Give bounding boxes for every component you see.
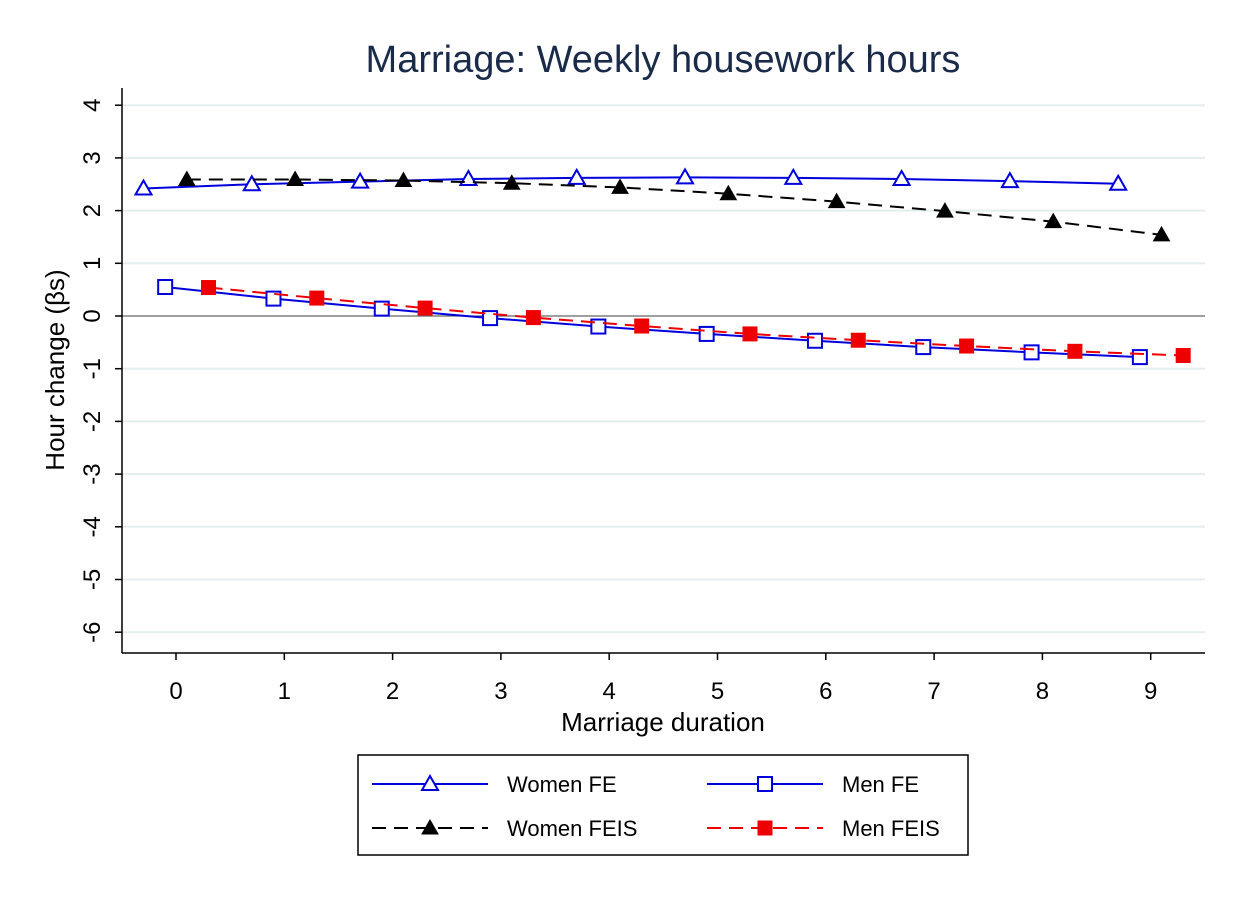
legend-item: Men FEIS <box>707 816 940 841</box>
axes-layer: 4 3 2 1 0 -1 -2 -3 -4 -5 -6 0 1 2 3 4 5 6 7 8 9 <box>79 88 1205 705</box>
legend-label: Men FE <box>842 772 919 797</box>
data-point <box>1108 173 1128 191</box>
series-women-feis <box>177 170 1171 242</box>
data-point <box>525 310 541 326</box>
data-point <box>286 170 304 187</box>
x-tick-label: 3 <box>494 678 507 705</box>
data-point <box>417 300 433 316</box>
legend-label: Women FEIS <box>507 816 637 841</box>
data-point <box>719 184 738 201</box>
series-line <box>208 286 1184 357</box>
data-point <box>1023 344 1040 361</box>
x-tick-label: 2 <box>386 678 399 705</box>
data-point <box>742 326 758 342</box>
legend: Women FE Men FE Women FEIS Men FEIS <box>357 754 969 856</box>
y-tick-label: -6 <box>79 622 106 643</box>
x-tick-label: 4 <box>603 678 616 705</box>
x-tick-label: 9 <box>1144 678 1157 705</box>
data-point <box>566 167 587 185</box>
x-tick-label: 5 <box>711 678 724 705</box>
y-tick-label: -5 <box>79 569 106 590</box>
data-point <box>783 167 804 185</box>
data-point <box>200 280 216 296</box>
legend-item: Women FE <box>372 772 617 797</box>
data-point <box>936 202 954 218</box>
data-point <box>394 171 413 188</box>
y-tick-label: -3 <box>79 463 106 484</box>
data-point <box>959 338 975 354</box>
data-point <box>806 332 823 349</box>
legend-entries: Women FE Men FE Women FEIS Men FEIS <box>372 772 940 841</box>
data-point <box>1152 225 1171 242</box>
data-point <box>157 279 174 296</box>
legend-item: Women FEIS <box>372 816 637 841</box>
x-axis-title: Marriage duration <box>561 707 765 737</box>
y-tick-label: -1 <box>79 358 106 379</box>
series-men-feis <box>200 280 1191 364</box>
data-point <box>891 168 912 186</box>
y-tick-label: 1 <box>79 257 106 270</box>
series-men-fe <box>157 279 1148 366</box>
legend-marker <box>420 773 440 791</box>
y-tick-label: 4 <box>79 99 106 112</box>
data-point <box>1044 212 1063 229</box>
legend-label: Men FEIS <box>842 816 940 841</box>
chart-title: Marriage: Weekly housework hours <box>366 39 961 81</box>
data-point <box>850 332 866 348</box>
x-tick-label: 1 <box>278 678 291 705</box>
data-point <box>634 318 650 334</box>
x-tick-label: 6 <box>819 678 832 705</box>
series-line <box>186 178 1162 236</box>
data-point <box>915 339 932 356</box>
legend-marker <box>757 776 773 792</box>
legend-marker <box>421 818 439 835</box>
legend-box <box>357 754 969 856</box>
data-point <box>698 325 715 342</box>
data-point <box>1131 349 1148 366</box>
data-point <box>827 192 846 209</box>
data-point <box>502 174 521 190</box>
series-women-fe <box>133 167 1128 196</box>
x-tick-label: 7 <box>927 678 940 705</box>
y-tick-label: 0 <box>79 309 106 322</box>
legend-marker <box>757 820 773 836</box>
series-layer <box>133 167 1191 366</box>
series-line <box>165 286 1140 359</box>
grid-layer <box>122 104 1205 634</box>
y-tick-label: 2 <box>79 204 106 217</box>
data-point <box>611 178 629 194</box>
data-point <box>309 290 325 306</box>
y-tick-label: -2 <box>79 411 106 432</box>
data-point <box>1067 343 1083 359</box>
y-axis-title: Hour change (βs) <box>40 269 70 470</box>
y-tick-label: -4 <box>79 516 106 537</box>
x-tick-label: 8 <box>1036 678 1049 705</box>
series-line <box>143 176 1119 190</box>
data-point <box>1175 348 1191 364</box>
data-point <box>675 167 695 185</box>
data-point <box>177 170 196 187</box>
data-point <box>1000 171 1020 189</box>
data-point <box>133 178 154 196</box>
data-point <box>590 318 607 335</box>
legend-label: Women FE <box>507 772 617 797</box>
data-point <box>242 174 262 192</box>
y-tick-label: 3 <box>79 151 106 164</box>
x-tick-label: 0 <box>169 678 182 705</box>
legend-item: Men FE <box>707 772 919 797</box>
